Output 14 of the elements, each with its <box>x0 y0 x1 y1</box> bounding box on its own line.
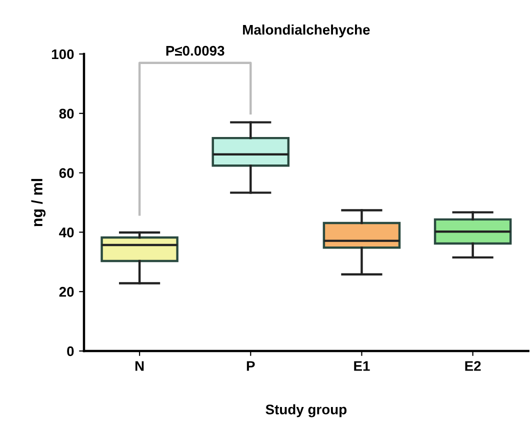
y-axis-title: ng / ml <box>31 178 46 226</box>
y-tick-label: 80 <box>59 108 74 119</box>
x-tick-label: E1 <box>354 361 370 371</box>
y-tick-label: 0 <box>67 346 74 356</box>
annotation: P≤0.0093 <box>166 46 224 56</box>
x-tick-label: N <box>135 361 144 371</box>
y-tick-label: 40 <box>59 228 74 238</box>
y-tick-label: 60 <box>59 168 74 178</box>
y-tick-label: 20 <box>59 286 74 297</box>
x-tick-label: P <box>246 361 255 371</box>
x-axis-title: Study group <box>266 404 346 418</box>
y-tick-label: 100 <box>52 49 74 60</box>
chart-title: Malondialchehyche <box>243 24 370 38</box>
x-tick-label: E2 <box>465 361 481 371</box>
